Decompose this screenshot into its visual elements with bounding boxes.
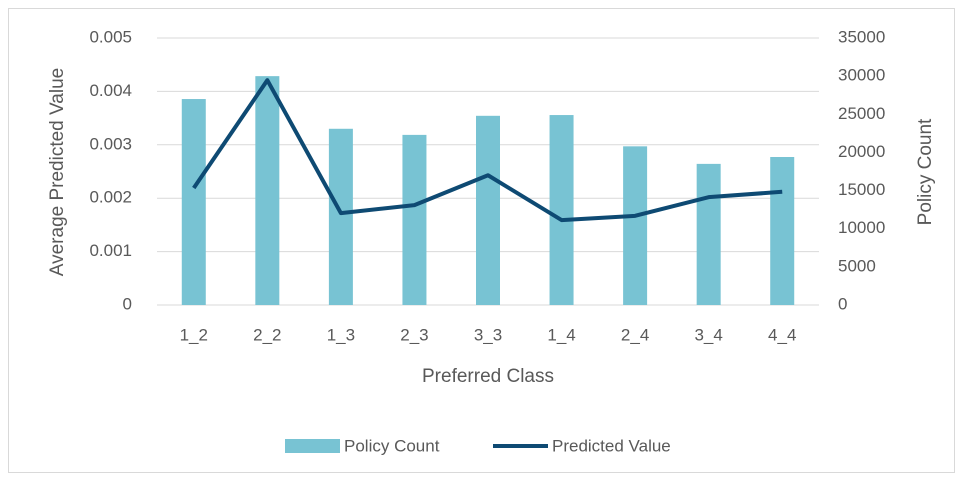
bar	[696, 163, 721, 305]
legend-swatch	[285, 439, 340, 453]
x-tick-label: 2_3	[400, 325, 428, 344]
x-tick-label: 4_4	[768, 325, 796, 344]
y2-tick-label: 0	[838, 294, 847, 313]
legend-label: Policy Count	[344, 436, 440, 455]
x-tick-label: 1_3	[327, 325, 355, 344]
line	[192, 78, 783, 223]
legend-label: Predicted Value	[552, 436, 671, 455]
bar	[623, 146, 648, 305]
bar	[328, 128, 353, 305]
y-tick-label: 0.002	[89, 188, 132, 207]
x-tick-label: 3_3	[474, 325, 502, 344]
y-tick-label: 0.004	[89, 81, 132, 100]
y-tick-label: 0.001	[89, 241, 132, 260]
y2-tick-label: 15000	[838, 180, 885, 199]
y2-tick-label: 25000	[838, 104, 885, 123]
y2-axis-title: Policy Count	[915, 118, 936, 225]
x-tick-label: 1_4	[547, 325, 575, 344]
y-tick-label: 0	[123, 294, 132, 313]
bar	[402, 134, 427, 305]
x-tick-label: 2_4	[621, 325, 649, 344]
y2-tick-label: 10000	[838, 218, 885, 237]
x-tick-label: 2_2	[253, 325, 281, 344]
x-tick-label: 1_2	[180, 325, 208, 344]
x-axis-title: Preferred Class	[422, 366, 554, 387]
y-axis-title: Average Predicted Value	[47, 68, 68, 276]
y2-tick-label: 35000	[838, 27, 885, 46]
x-tick-label: 3_4	[694, 325, 722, 344]
bar	[770, 157, 795, 305]
y2-tick-label: 5000	[838, 256, 876, 275]
y2-tick-label: 30000	[838, 66, 885, 85]
bar	[255, 76, 280, 306]
y-tick-label: 0.003	[89, 134, 132, 153]
bar	[476, 115, 500, 305]
bar	[549, 115, 574, 305]
y2-tick-label: 20000	[838, 142, 885, 161]
bar	[181, 99, 206, 306]
y-tick-label: 0.005	[89, 27, 132, 46]
